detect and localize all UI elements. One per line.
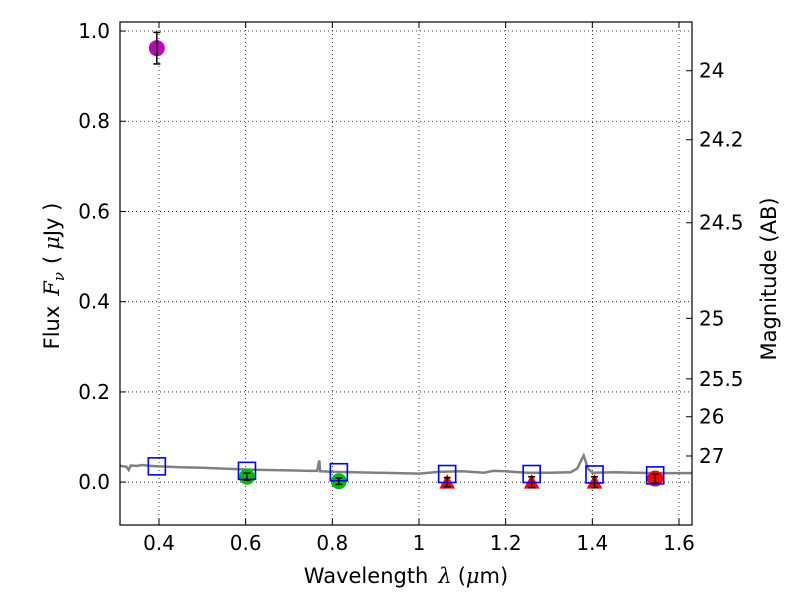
axis-ticks: 0.4 0.6 0.8 1 1.2 1.4 1.6 0.0 0.2 0.4 0.6 0.8 1.0 24 2… [78, 19, 743, 555]
y2-tick-label: 25.5 [699, 367, 744, 391]
y-tick-label: 0.0 [78, 470, 110, 494]
y-tick-label: 0.2 [78, 380, 110, 404]
x-tick-label: 1.6 [663, 531, 695, 555]
x-tick-label: 0.4 [143, 531, 175, 555]
x-tick-label: 1.2 [490, 531, 522, 555]
y2-tick-label: 24 [699, 59, 724, 83]
y-tick-label: 0.4 [78, 290, 110, 314]
x-axis-title: Wavelength λ (μm) [304, 564, 508, 588]
x-tick-label: 1.4 [576, 531, 608, 555]
x-tick-label: 1 [413, 531, 426, 555]
y-tick-label: 0.8 [78, 109, 110, 133]
y2-tick-label: 24.2 [699, 128, 744, 152]
model-photometry-marker [147, 457, 167, 476]
data-series [119, 31, 692, 490]
model-photometry-marker [645, 466, 665, 485]
y-tick-label: 1.0 [78, 19, 110, 43]
y2-tick-label: 27 [699, 444, 724, 468]
plot-frame [119, 21, 693, 526]
y2-tick-label: 24.5 [699, 211, 744, 235]
y2-tick-label: 26 [699, 405, 724, 429]
grid-lines [120, 22, 692, 525]
y2-tick-label: 25 [699, 306, 724, 330]
y-tick-label: 0.6 [78, 199, 110, 223]
x-tick-label: 0.6 [230, 531, 262, 555]
y2-axis-title: Magnitude (AB) [757, 197, 781, 360]
y-axis-title: FluxFν(μJy ) [40, 203, 68, 350]
model-sed-line [119, 452, 692, 475]
x-tick-label: 0.8 [316, 531, 348, 555]
